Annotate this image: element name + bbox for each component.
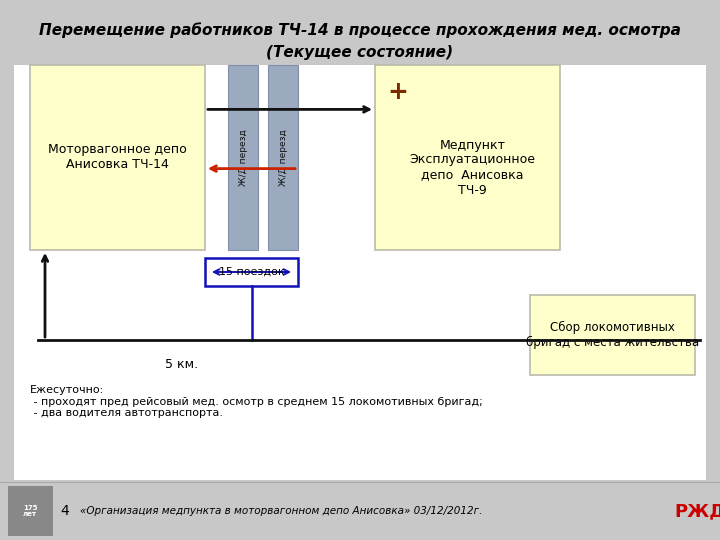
Text: 15 поездок: 15 поездок [219,267,284,277]
Text: 175
лет: 175 лет [23,504,37,517]
Bar [205,258,298,286]
Bar [30,65,205,250]
Text: «Организация медпункта в моторвагонном депо Анисовка» 03/12/2012г.: «Организация медпункта в моторвагонном д… [80,506,482,516]
Bar [228,65,258,250]
Text: Моторвагонное депо
Анисовка ТЧ-14: Моторвагонное депо Анисовка ТЧ-14 [48,144,187,172]
Text: Медпункт
Эксплуатационное
депо  Анисовка
ТЧ-9: Медпункт Эксплуатационное депо Анисовка … [410,138,536,197]
Text: Сбор локомотивных
бригад с места жительства: Сбор локомотивных бригад с места жительс… [526,321,699,349]
Text: Ж/Д перезд: Ж/Д перезд [279,129,287,186]
Text: 4: 4 [60,504,69,518]
Text: Ж/Д перезд: Ж/Д перезд [238,129,248,186]
Bar [268,65,298,250]
Text: Перемещение работников ТЧ-14 в процессе прохождения мед. осмотра: Перемещение работников ТЧ-14 в процессе … [39,22,681,38]
Text: РЖД: РЖД [675,502,720,520]
Text: +: + [387,80,408,104]
Bar [14,65,706,480]
Text: 5 км.: 5 км. [165,358,198,371]
Bar [530,295,695,375]
Bar [0,482,720,540]
Text: (Текущее состояние): (Текущее состояние) [266,44,454,59]
Bar [8,486,53,536]
Bar [375,65,560,250]
Text: Ежесуточно:
 - проходят пред рейсовый мед. осмотр в среднем 15 локомотивных бриг: Ежесуточно: - проходят пред рейсовый мед… [30,385,482,418]
